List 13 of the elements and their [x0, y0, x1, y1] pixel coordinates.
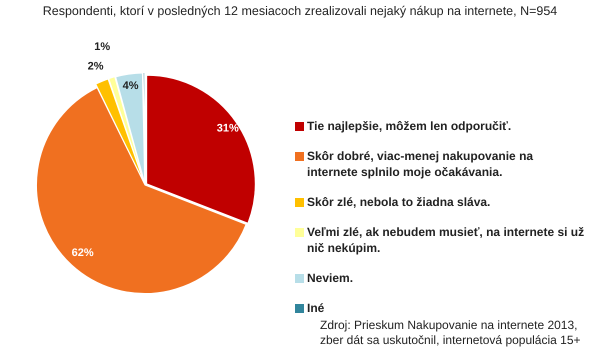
- data-label: 62%: [72, 246, 94, 259]
- text: Zdroj: Prieskum Nakupovanie na internete 2013, zber dát sa uskutočnil, internetová populácia 15+: [320, 318, 582, 348]
- data-label: 2%: [88, 60, 104, 72]
- data-label: 31%: [216, 122, 239, 134]
- legend-label: Iné: [307, 300, 324, 316]
- chart-title: Respondenti, ktorí v posledných 12 mesiacoch zrealizovali nejaký nákup na internete, N=954: [42, 4, 558, 18]
- legend-label: Veľmi zlé, ak nebudem musieť, na internete si už nič nekúpim.: [307, 224, 585, 256]
- legend-label: Tie najlepšie, môžem len odporučiť.: [307, 118, 512, 134]
- legend-label: Neviem.: [307, 270, 354, 286]
- legend-label: Skôr zlé, nebola to žiadna sláva.: [307, 194, 490, 210]
- data-label: 1%: [94, 41, 110, 54]
- legend-label: Skôr dobré, viac-menej nakupovanie na internete splnilo moje očakávania.: [307, 148, 534, 180]
- data-label: 4%: [122, 80, 139, 92]
